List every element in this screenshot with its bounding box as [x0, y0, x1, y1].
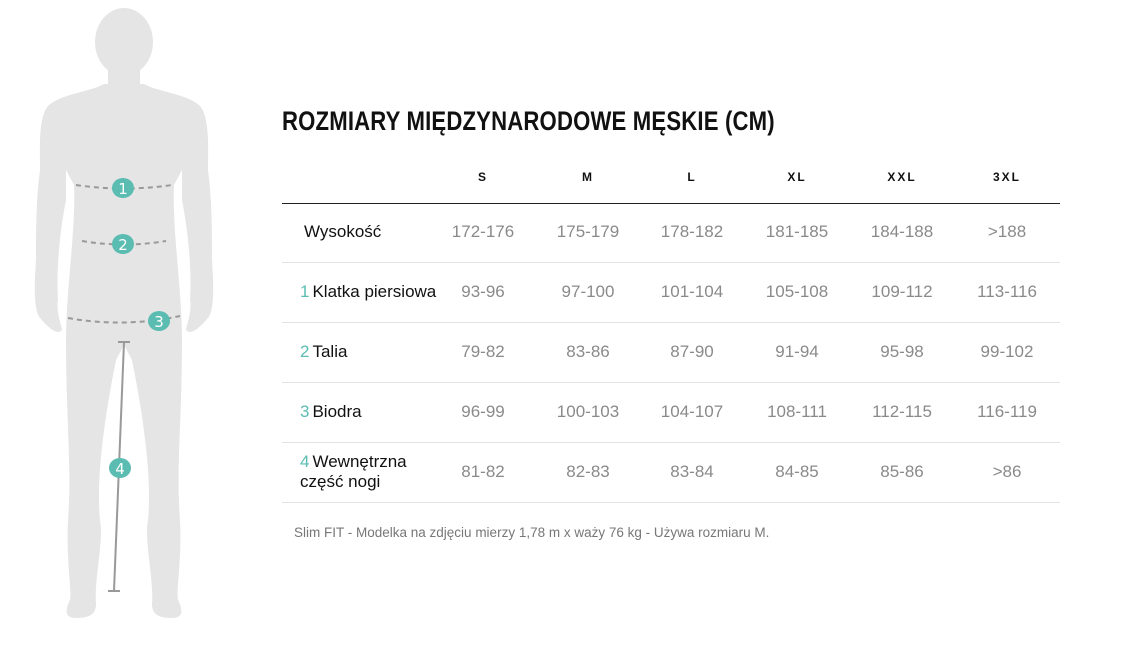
table-cell: 172-176 — [451, 222, 515, 241]
table-cell: 99-102 — [980, 342, 1034, 361]
row-divider — [282, 262, 1060, 263]
column-header-3xl: 3XL — [992, 170, 1022, 184]
row-divider — [282, 322, 1060, 323]
row-label-text: Wewnętrzna część nogi — [300, 452, 407, 491]
table-cell: 79-82 — [461, 342, 505, 361]
body-silhouette — [34, 8, 214, 618]
table-cell: 101-104 — [660, 282, 724, 301]
table-cell: 97-100 — [561, 282, 615, 301]
table-cell: >188 — [987, 222, 1027, 241]
table-cell: 95-98 — [880, 342, 924, 361]
svg-text:1: 1 — [118, 180, 128, 198]
row-number: 3 — [300, 402, 310, 421]
table-cell: 175-179 — [556, 222, 620, 241]
table-cell: 181-185 — [765, 222, 829, 241]
row-label: 1 Klatka piersiowa — [300, 282, 446, 302]
row-divider — [282, 502, 1060, 503]
table-cell: 93-96 — [461, 282, 505, 301]
page-title: ROZMIARY MIĘDZYNARODOWE MĘSKIE (CM) — [282, 106, 775, 136]
table-cell: 184-188 — [870, 222, 934, 241]
row-number: 1 — [300, 282, 310, 301]
table-cell: 96-99 — [461, 402, 505, 421]
table-cell: 82-83 — [566, 462, 610, 481]
column-header-xxl: XXL — [887, 170, 917, 184]
table-cell: 83-86 — [566, 342, 610, 361]
table-cell: 116-119 — [977, 402, 1037, 421]
row-label: 4 Wewnętrzna część nogi — [300, 452, 446, 492]
svg-text:3: 3 — [154, 313, 164, 331]
svg-text:2: 2 — [118, 236, 128, 254]
row-label: 3 Biodra — [300, 402, 446, 422]
table-cell: >86 — [992, 462, 1022, 481]
table-cell: 91-94 — [775, 342, 819, 361]
header-divider — [282, 203, 1060, 204]
table-cell: 84-85 — [775, 462, 819, 481]
table-cell: 100-103 — [556, 402, 620, 421]
table-cell: 83-84 — [670, 462, 714, 481]
marker-2: 2 — [112, 234, 134, 254]
row-divider — [282, 442, 1060, 443]
table-cell: 104-107 — [660, 402, 724, 421]
row-label-text: Biodra — [312, 402, 362, 421]
table-cell: 105-108 — [765, 282, 829, 301]
svg-text:4: 4 — [115, 460, 125, 478]
table-cell: 113-116 — [977, 282, 1037, 301]
body-measurement-figure: 1 2 3 4 — [34, 8, 214, 618]
row-label-text: Klatka piersiowa — [312, 282, 437, 301]
table-cell: 81-82 — [461, 462, 505, 481]
row-label: Wysokość — [304, 222, 450, 242]
table-cell: 178-182 — [660, 222, 724, 241]
row-number: 4 — [300, 452, 310, 471]
column-header-l: L — [687, 170, 697, 184]
table-cell: 85-86 — [880, 462, 924, 481]
column-header-s: S — [477, 170, 489, 184]
marker-1: 1 — [112, 178, 134, 198]
row-label-text: Wysokość — [304, 222, 382, 241]
marker-4: 4 — [109, 458, 131, 478]
table-cell: 112-115 — [872, 402, 932, 421]
marker-3: 3 — [148, 311, 170, 331]
row-divider — [282, 382, 1060, 383]
row-label: 2 Talia — [300, 342, 446, 362]
row-number: 2 — [300, 342, 310, 361]
column-header-m: M — [582, 170, 594, 184]
column-header-xl: XL — [787, 170, 807, 184]
fit-note: Slim FIT - Modelka na zdjęciu mierzy 1,7… — [294, 525, 770, 540]
table-cell: 87-90 — [670, 342, 714, 361]
row-label-text: Talia — [312, 342, 348, 361]
table-cell: 109-112 — [871, 282, 933, 301]
table-cell: 108-111 — [767, 402, 827, 421]
